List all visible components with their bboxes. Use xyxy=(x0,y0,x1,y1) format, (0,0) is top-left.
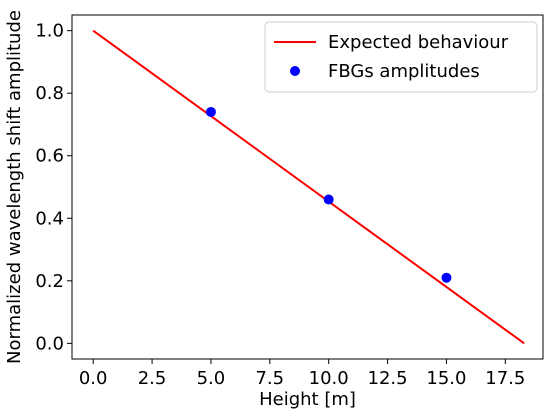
plot-marks xyxy=(92,29,525,345)
y-tick-label: 0.6 xyxy=(35,146,64,167)
x-tick-label: 2.5 xyxy=(138,368,167,389)
y-tick-label: 0.2 xyxy=(35,271,64,292)
y-axis: 0.0 0.2 0.4 0.6 0.8 1.0 xyxy=(35,21,72,354)
data-point-fbg xyxy=(441,272,452,283)
data-point-fbg xyxy=(323,194,334,205)
legend-entry-expected: Expected behaviour xyxy=(328,32,509,53)
data-point-fbg xyxy=(205,106,216,117)
x-tick-label: 12.5 xyxy=(368,368,408,389)
x-tick-label: 5.0 xyxy=(197,368,226,389)
axes-frame xyxy=(71,14,544,360)
series-line-expected xyxy=(92,29,525,345)
x-tick-label: 17.5 xyxy=(485,368,525,389)
x-tick-label: 7.5 xyxy=(255,368,284,389)
legend-box xyxy=(264,21,538,93)
y-tick-label: 0.4 xyxy=(35,208,64,229)
y-tick-label: 0.0 xyxy=(35,333,64,354)
legend: Expected behaviour FBGs amplitudes xyxy=(264,21,538,93)
x-axis: 0.0 2.5 5.0 7.5 10.0 12.5 15.0 17.5 xyxy=(79,359,525,389)
x-axis-title: Height [m] xyxy=(259,389,356,410)
y-tick-label: 1.0 xyxy=(35,21,64,42)
y-axis-title: Normalized wavelength shift amplitude xyxy=(4,10,25,364)
x-tick-label: 15.0 xyxy=(426,368,466,389)
x-tick-label: 0.0 xyxy=(79,368,108,389)
legend-dot-swatch xyxy=(290,66,300,76)
legend-entry-fbgs: FBGs amplitudes xyxy=(328,61,480,82)
x-tick-label: 10.0 xyxy=(309,368,349,389)
y-tick-label: 0.8 xyxy=(35,83,64,104)
